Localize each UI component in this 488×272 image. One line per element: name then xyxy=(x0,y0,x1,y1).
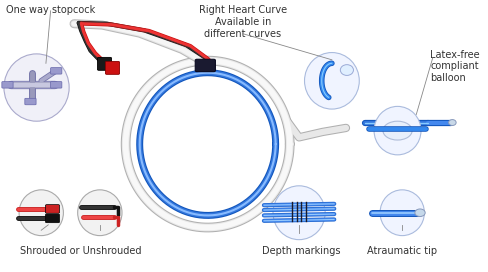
Ellipse shape xyxy=(388,116,396,123)
FancyBboxPatch shape xyxy=(51,82,62,88)
FancyBboxPatch shape xyxy=(2,82,13,88)
FancyBboxPatch shape xyxy=(105,61,119,74)
Ellipse shape xyxy=(272,186,325,240)
Text: Right Heart Curve
Available in
different curves: Right Heart Curve Available in different… xyxy=(198,5,286,39)
Text: Latex-free
compliant
balloon: Latex-free compliant balloon xyxy=(429,50,479,83)
Ellipse shape xyxy=(373,106,420,155)
Ellipse shape xyxy=(78,190,122,236)
Ellipse shape xyxy=(19,190,63,236)
FancyBboxPatch shape xyxy=(97,57,111,70)
FancyBboxPatch shape xyxy=(45,205,60,213)
FancyBboxPatch shape xyxy=(195,59,215,72)
Ellipse shape xyxy=(447,120,455,125)
Text: Depth markings: Depth markings xyxy=(262,246,340,256)
Text: One way stopcock: One way stopcock xyxy=(6,5,95,16)
Ellipse shape xyxy=(414,209,425,217)
FancyBboxPatch shape xyxy=(51,68,62,74)
Ellipse shape xyxy=(4,54,69,121)
Text: Atraumatic tip: Atraumatic tip xyxy=(366,246,436,256)
Ellipse shape xyxy=(340,65,353,75)
FancyBboxPatch shape xyxy=(25,98,36,105)
Ellipse shape xyxy=(385,114,409,134)
Ellipse shape xyxy=(304,52,359,109)
FancyBboxPatch shape xyxy=(45,214,60,223)
Ellipse shape xyxy=(382,121,411,140)
Text: Shrouded or Unshrouded: Shrouded or Unshrouded xyxy=(20,246,142,256)
Ellipse shape xyxy=(379,190,424,236)
